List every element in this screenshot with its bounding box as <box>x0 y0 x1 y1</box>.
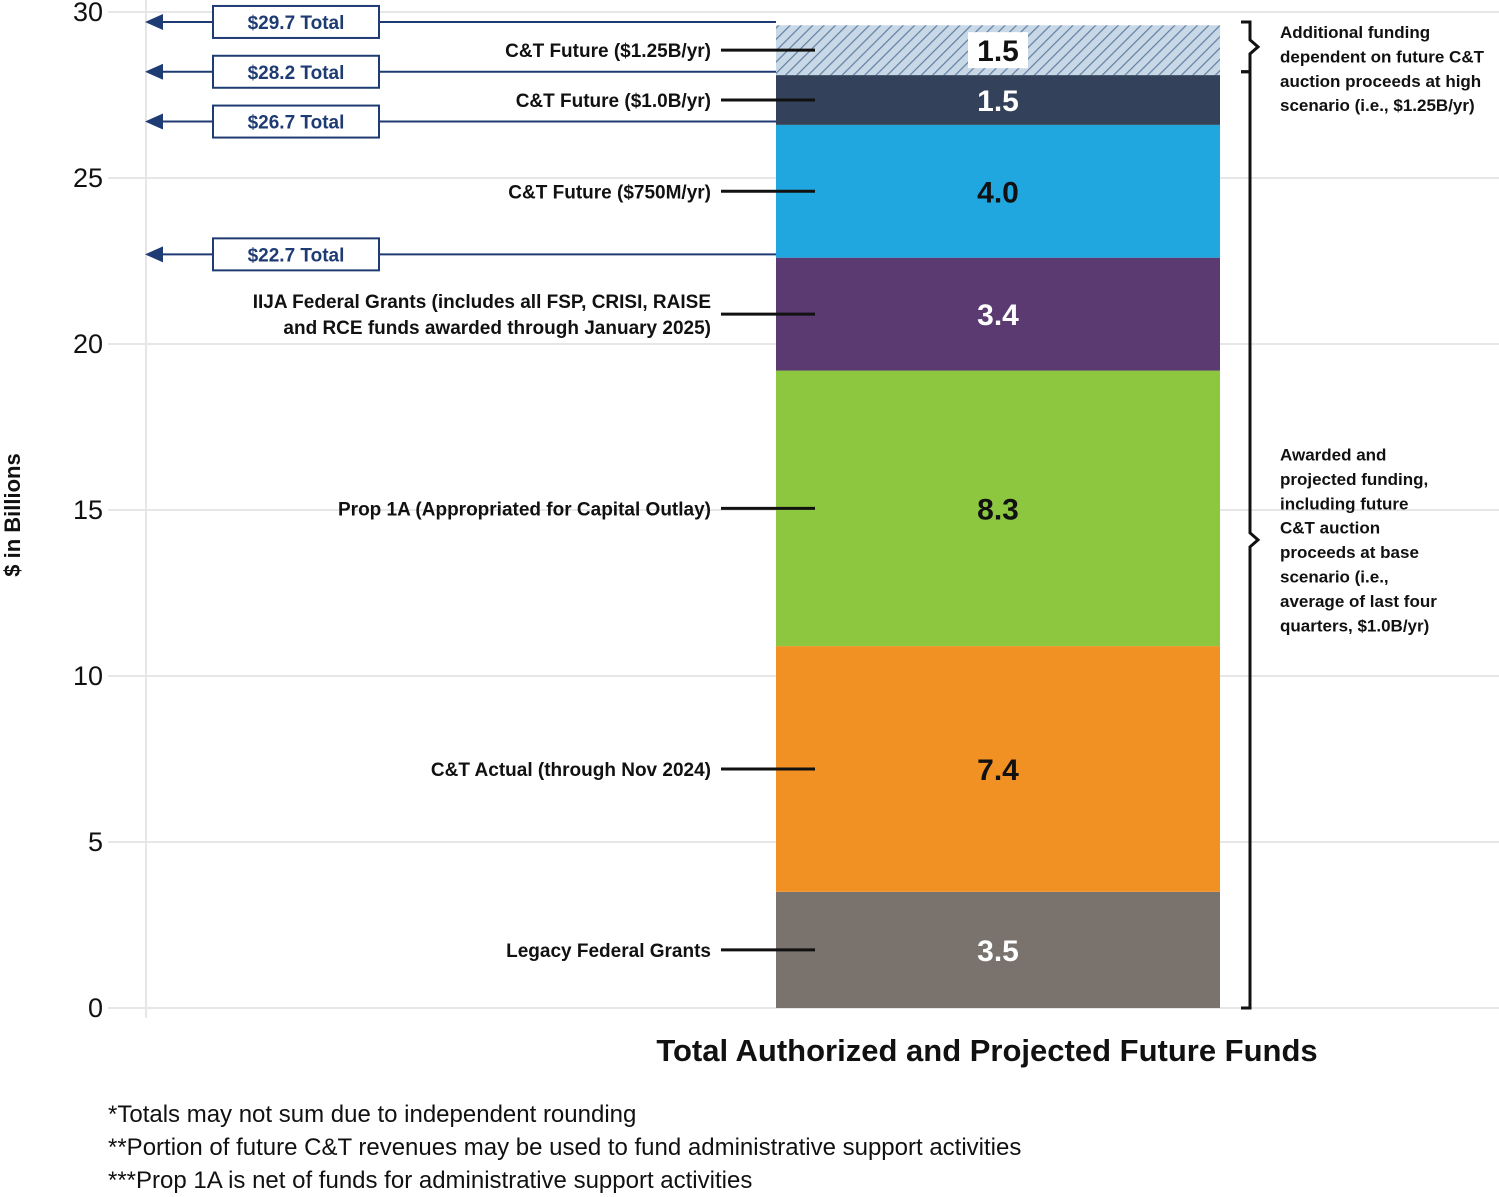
bar-value-label: 7.4 <box>977 754 1019 787</box>
y-tick-label: 10 <box>73 661 103 691</box>
footnote-1: *Totals may not sum due to independent r… <box>108 1101 637 1128</box>
bracket-annotation: including future <box>1280 494 1408 513</box>
total-arrow-head <box>145 13 163 30</box>
footnotes: *Totals may not sum due to independent r… <box>108 1098 1021 1197</box>
footnote-3: ***Prop 1A is net of funds for administr… <box>108 1167 753 1194</box>
bracket-annotation: proceeds at base <box>1280 543 1419 562</box>
y-tick-label: 30 <box>73 0 103 27</box>
x-axis-label: Total Authorized and Projected Future Fu… <box>656 1033 1317 1068</box>
y-axis-label: $ in Billions <box>0 453 25 576</box>
curly-bracket <box>1241 20 1261 74</box>
bracket-annotation: quarters, $1.0B/yr) <box>1280 616 1429 635</box>
bar-value-label: 1.5 <box>977 85 1019 118</box>
total-label: $26.7 Total <box>248 113 345 134</box>
y-tick-label: 15 <box>73 495 103 525</box>
bar-value-label: 3.4 <box>977 299 1019 332</box>
series-label: C&T Future ($1.25B/yr) <box>505 41 711 62</box>
curly-bracket <box>1241 70 1261 1010</box>
bracket-annotation: auction proceeds at high <box>1280 72 1481 91</box>
bar-segment <box>776 75 1220 125</box>
bar-segment <box>776 257 1220 371</box>
bar-segment <box>776 124 1220 258</box>
series-label: C&T Future ($750M/yr) <box>508 182 711 203</box>
bracket-annotation: C&T auction <box>1280 519 1380 538</box>
total-label: $22.7 Total <box>248 245 345 266</box>
bracket-annotation: Awarded and <box>1280 445 1386 464</box>
bracket-annotation: scenario (i.e., <box>1280 567 1389 586</box>
bracket-annotation: scenario (i.e., $1.25B/yr) <box>1280 96 1475 115</box>
y-tick-label: 25 <box>73 163 103 193</box>
bar-segment <box>776 370 1220 647</box>
bracket-annotation: projected funding, <box>1280 470 1428 489</box>
bracket-annotation: dependent on future C&T <box>1280 47 1485 66</box>
footnote-2: **Portion of future C&T revenues may be … <box>108 1134 1022 1161</box>
bar-value-label: 3.5 <box>977 935 1019 968</box>
series-label: IIJA Federal Grants (includes all FSP, C… <box>253 292 711 313</box>
y-tick-label: 20 <box>73 329 103 359</box>
total-arrow-head <box>145 246 163 263</box>
bar-value-label: 1.5 <box>977 35 1019 68</box>
series-label: C&T Actual (through Nov 2024) <box>431 760 711 781</box>
total-arrow-head <box>145 63 163 80</box>
total-arrow-head <box>145 113 163 130</box>
series-label: and RCE funds awarded through January 20… <box>283 318 711 339</box>
total-box <box>212 237 380 272</box>
stacked-bar-chart: 0 5 10 15 20 25 30 3.5 7.4 8.3 3.4 4.0 1.5 1.5 Legac… <box>0 0 1499 1068</box>
bar-value-label: 4.0 <box>977 176 1019 209</box>
bar-segment <box>776 891 1220 1008</box>
total-label: $29.7 Total <box>248 13 345 34</box>
bar-segment <box>776 646 1220 892</box>
y-tick-label: 0 <box>88 993 103 1023</box>
value-label-background <box>968 32 1028 69</box>
total-box <box>212 104 380 139</box>
total-box <box>212 4 380 39</box>
series-label: C&T Future ($1.0B/yr) <box>516 91 711 112</box>
bracket-annotation: Additional funding <box>1280 23 1430 42</box>
total-box <box>212 54 380 89</box>
total-label: $28.2 Total <box>248 63 345 84</box>
bar-value-label: 8.3 <box>977 493 1019 526</box>
bracket-annotation: average of last four <box>1280 592 1437 611</box>
series-label: Prop 1A (Appropriated for Capital Outlay… <box>338 499 711 520</box>
series-label: Legacy Federal Grants <box>506 941 711 962</box>
y-tick-label: 5 <box>88 827 103 857</box>
